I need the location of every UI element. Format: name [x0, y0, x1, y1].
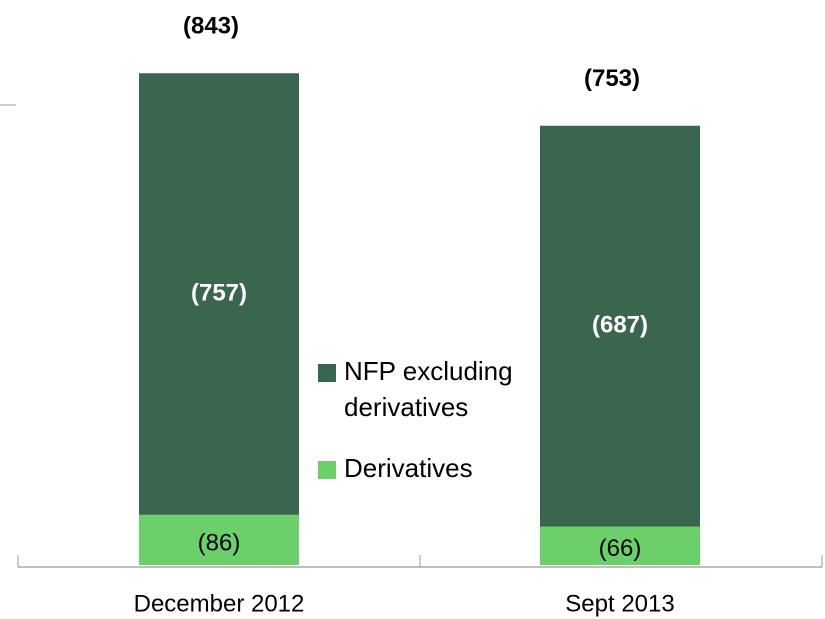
legend-label: Derivatives — [344, 453, 473, 483]
data-label: (66) — [599, 535, 642, 562]
total-label: (843) — [183, 13, 239, 40]
x-tick-label: December 2012 — [134, 590, 305, 617]
data-label: (687) — [592, 311, 648, 338]
data-label: (86) — [198, 529, 241, 556]
bar-segment — [139, 73, 299, 515]
bar-segment — [540, 125, 700, 527]
legend-swatch — [318, 364, 336, 382]
bar-segment — [139, 514, 299, 565]
x-tick-label: Sept 2013 — [565, 590, 674, 617]
total-label: (753) — [584, 65, 640, 92]
legend-swatch — [318, 461, 336, 479]
bar-segment — [540, 526, 700, 565]
data-label: (757) — [191, 279, 247, 306]
legend-label: NFP excluding derivatives — [344, 356, 513, 422]
